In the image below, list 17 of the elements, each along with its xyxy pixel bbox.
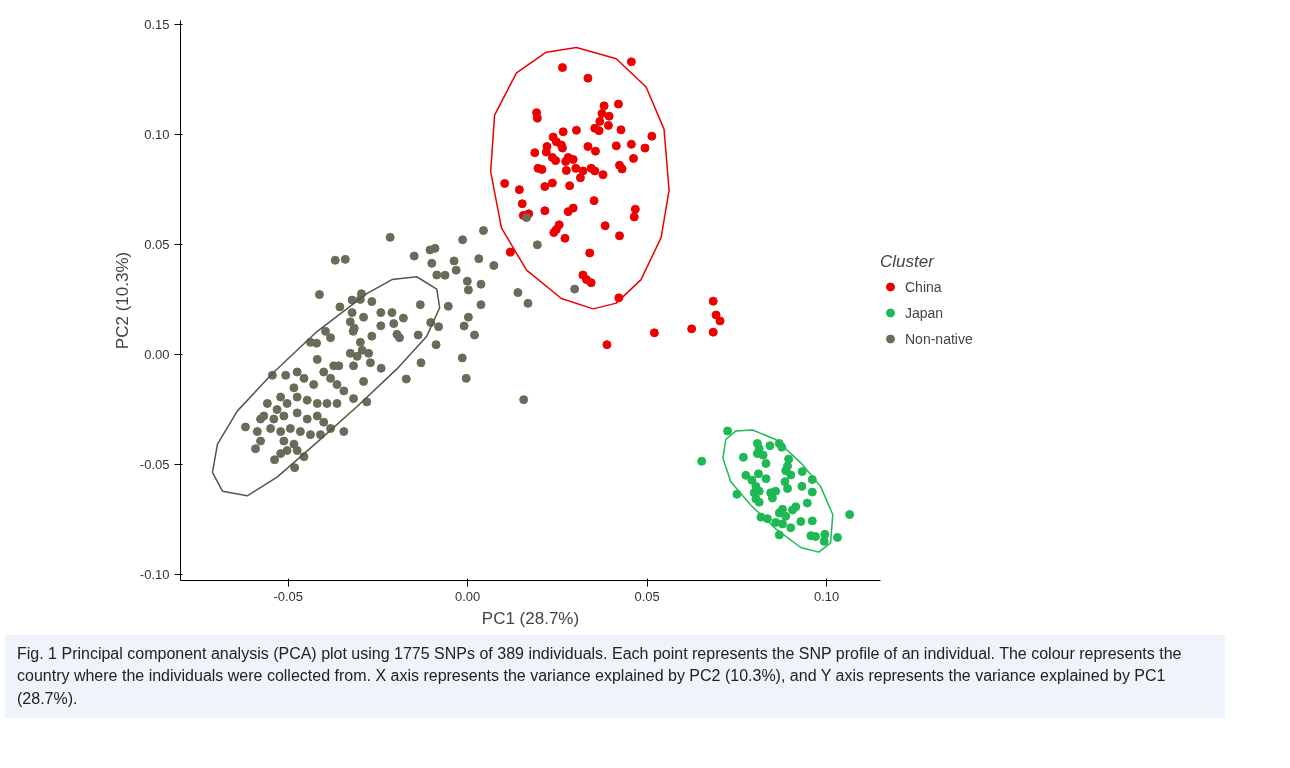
y-tick-label: 0.10 [144, 127, 170, 143]
y-tick-label: 0.15 [144, 17, 170, 33]
legend-label: China [905, 278, 942, 295]
y-tick-label: -0.10 [139, 567, 170, 583]
legend-label: Non-native [905, 330, 973, 347]
x-tick-label: 0.10 [814, 588, 840, 604]
y-tick-label: -0.05 [139, 457, 170, 473]
x-axis-title: PC1 (28.7%) [481, 608, 580, 628]
y-axis-title: PC2 (10.3%) [112, 251, 132, 350]
x-tick-label: -0.05 [273, 588, 304, 604]
legend-title: Cluster [880, 251, 936, 272]
caption: Fig. 1 Principal component analysis (PCA) plot using 1775 SNPs of 389 individuals. Each point represents the SNP profile of an individual. The colour represents the country where the individuals were collected from. X axis represents the variance explained by PC2 (10.3%), and Y axis represents the variance explained by PC1 (28.7%). [17, 644, 1183, 709]
x-tick-label: 0.00 [455, 588, 481, 604]
y-tick-label: 0.05 [144, 237, 170, 253]
x-tick-label: 0.05 [634, 588, 660, 604]
y-tick-label: 0.00 [144, 347, 170, 363]
legend-label: Japan [905, 304, 944, 321]
